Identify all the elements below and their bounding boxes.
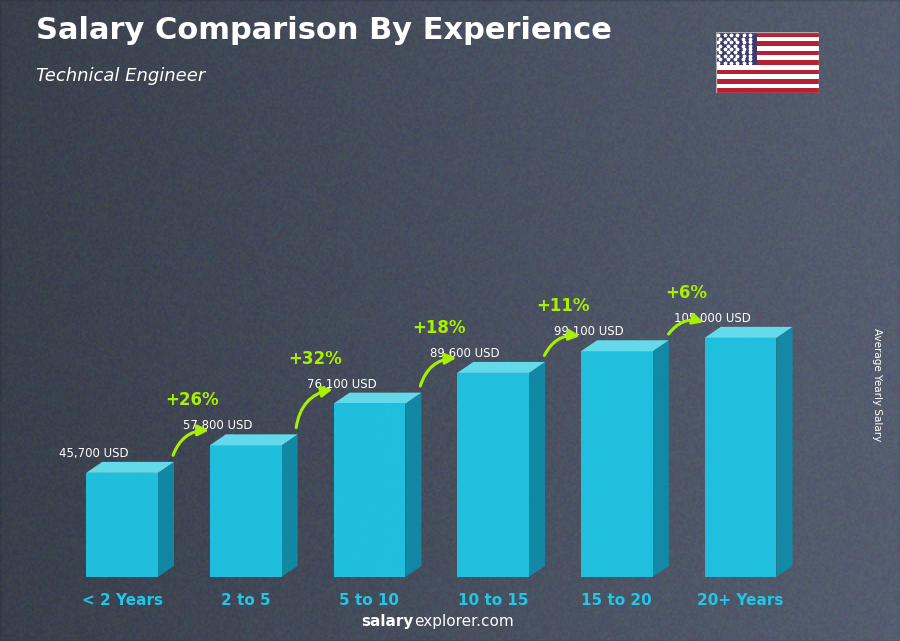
Bar (716, 65, 819, 69)
Bar (457, 373, 529, 577)
Polygon shape (705, 327, 793, 338)
Polygon shape (580, 340, 669, 351)
Text: Salary Comparison By Experience: Salary Comparison By Experience (36, 16, 612, 45)
Bar (716, 32, 757, 65)
Bar (716, 32, 819, 37)
Bar (716, 46, 819, 51)
Text: explorer.com: explorer.com (414, 615, 514, 629)
Polygon shape (405, 393, 421, 577)
Bar (580, 351, 652, 577)
Text: +11%: +11% (536, 297, 590, 315)
Text: 57,800 USD: 57,800 USD (183, 419, 253, 432)
Text: Technical Engineer: Technical Engineer (36, 67, 205, 85)
Polygon shape (334, 393, 421, 404)
Text: +32%: +32% (289, 350, 343, 368)
Text: 76,100 USD: 76,100 USD (307, 378, 376, 390)
Bar (716, 60, 819, 65)
Polygon shape (529, 362, 545, 577)
Text: +26%: +26% (165, 392, 219, 410)
Text: +6%: +6% (666, 284, 707, 302)
Bar (716, 42, 819, 46)
Polygon shape (652, 340, 669, 577)
Bar (716, 56, 819, 60)
Polygon shape (777, 327, 793, 577)
Text: 89,600 USD: 89,600 USD (430, 347, 500, 360)
Polygon shape (158, 462, 174, 577)
Bar (86, 473, 158, 577)
Bar (210, 445, 282, 577)
Text: 45,700 USD: 45,700 USD (59, 447, 129, 460)
Polygon shape (210, 435, 298, 445)
Polygon shape (457, 362, 545, 373)
Bar (716, 37, 819, 42)
Bar (716, 88, 819, 93)
Bar (716, 83, 819, 88)
Bar (716, 69, 819, 74)
Bar (334, 404, 405, 577)
Bar (716, 74, 819, 79)
Polygon shape (86, 462, 174, 473)
Polygon shape (282, 435, 298, 577)
Text: salary: salary (362, 615, 414, 629)
Text: Average Yearly Salary: Average Yearly Salary (872, 328, 883, 441)
Bar (716, 79, 819, 83)
Text: 105,000 USD: 105,000 USD (674, 312, 752, 325)
Text: 99,100 USD: 99,100 USD (554, 325, 624, 338)
Bar (716, 51, 819, 56)
Bar (705, 338, 777, 577)
Text: +18%: +18% (412, 319, 466, 337)
